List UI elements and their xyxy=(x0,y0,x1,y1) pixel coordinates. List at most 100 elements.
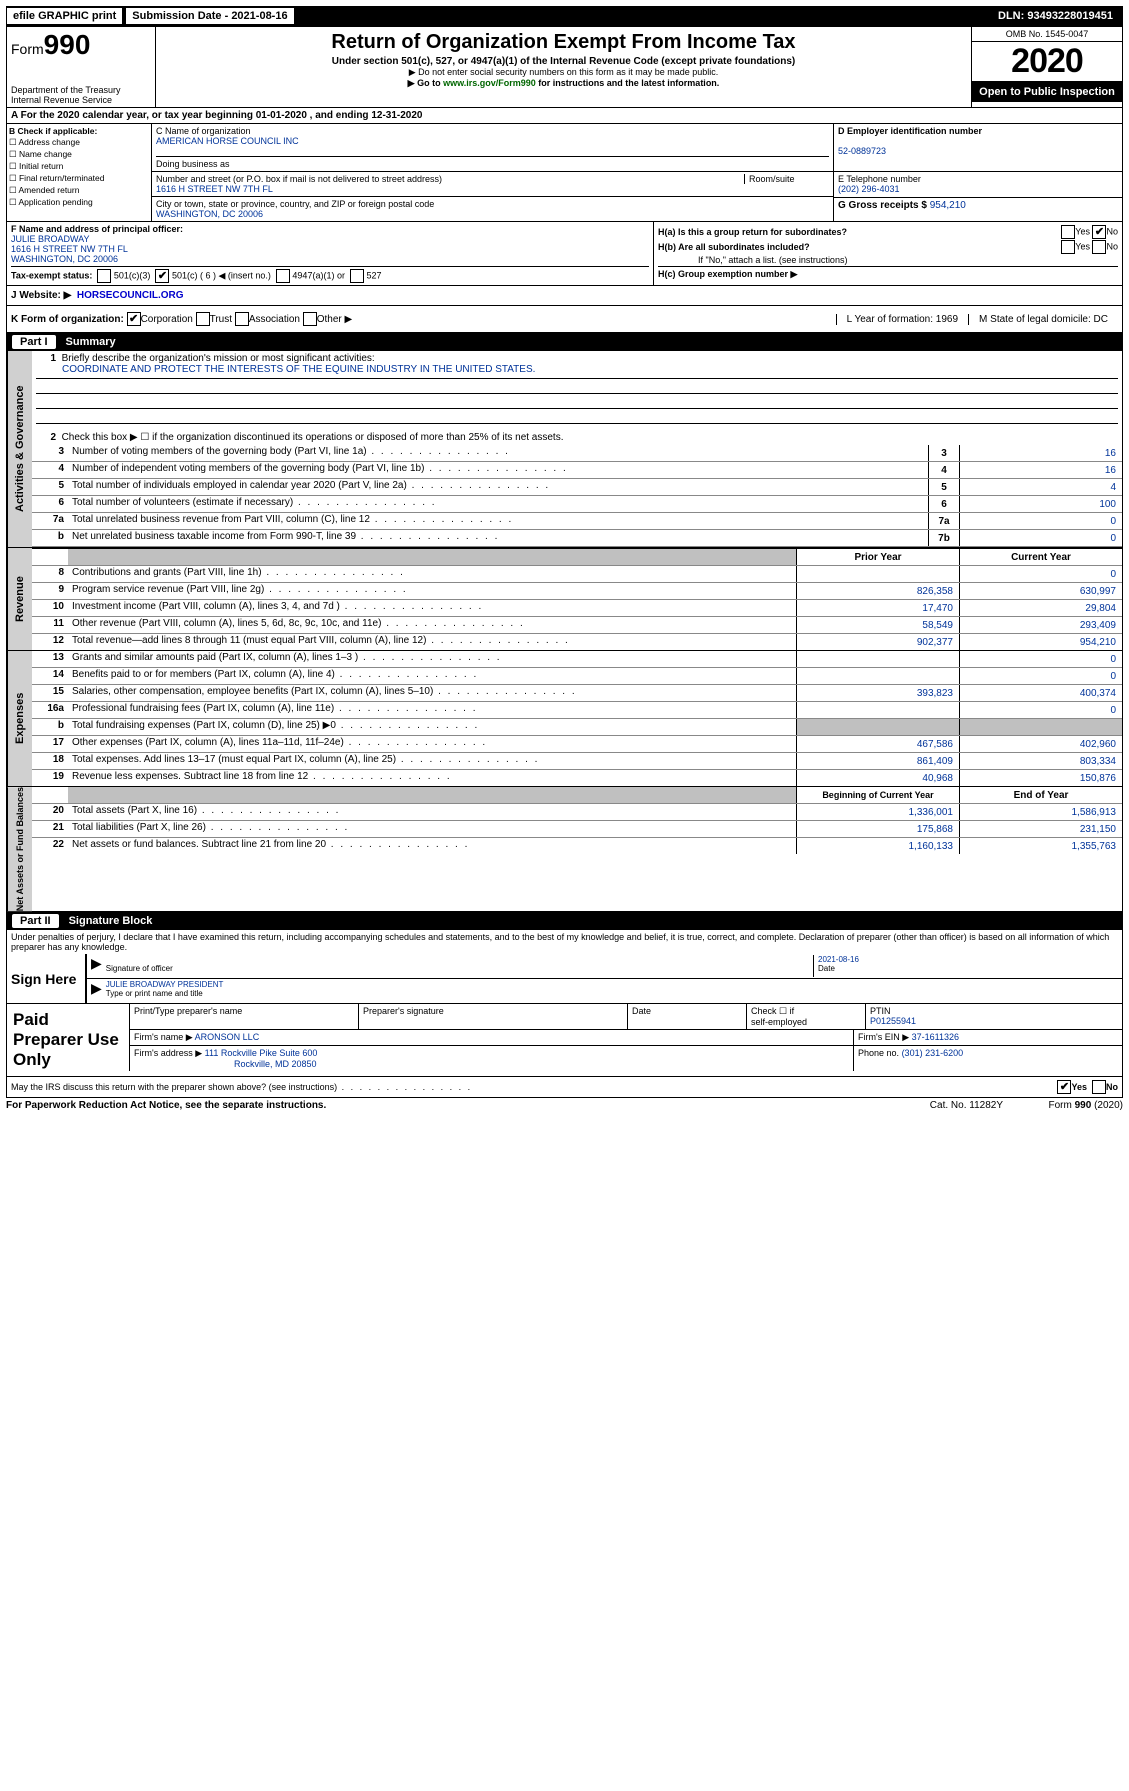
m-state-domicile: M State of legal domicile: DC xyxy=(968,314,1118,325)
firm-name-label: Firm's name ▶ xyxy=(134,1032,193,1042)
chk-corporation[interactable]: ✔ xyxy=(127,312,141,326)
part2-title: Signature Block xyxy=(69,915,153,927)
line-8: 8 Contributions and grants (Part VIII, l… xyxy=(32,566,1122,583)
chk-association[interactable] xyxy=(235,312,249,326)
hb-note: If "No," attach a list. (see instruction… xyxy=(658,255,1118,265)
line-9: 9 Program service revenue (Part VIII, li… xyxy=(32,583,1122,600)
line-12: 12 Total revenue—add lines 8 through 11 … xyxy=(32,634,1122,650)
chk-application-pending[interactable]: ☐ Application pending xyxy=(9,197,149,208)
c-name-label: C Name of organization xyxy=(156,126,251,136)
perjury-statement: Under penalties of perjury, I declare th… xyxy=(7,930,1122,954)
section-fh: F Name and address of principal officer:… xyxy=(6,222,1123,286)
form-header: Form990 Department of the Treasury Inter… xyxy=(6,26,1123,108)
city-value: WASHINGTON, DC 20006 xyxy=(156,209,263,219)
line-5: 5 Total number of individuals employed i… xyxy=(32,479,1122,496)
chk-other[interactable] xyxy=(303,312,317,326)
g-receipts-label: G Gross receipts $ xyxy=(838,200,927,211)
open-public-badge: Open to Public Inspection xyxy=(972,82,1122,102)
prior-year-header: Prior Year xyxy=(796,549,959,565)
line-10: 10 Investment income (Part VIII, column … xyxy=(32,600,1122,617)
city-label: City or town, state or province, country… xyxy=(156,199,434,209)
line-20: 20 Total assets (Part X, line 16) 1,336,… xyxy=(32,804,1122,821)
section-j: J Website: ▶ HORSECOUNCIL.ORG xyxy=(6,286,1123,306)
firm-ein-label: Firm's EIN ▶ xyxy=(858,1032,909,1042)
street-address: 1616 H STREET NW 7TH FL xyxy=(156,184,273,194)
firm-ein: 37-1611326 xyxy=(912,1032,959,1042)
firm-phone: (301) 231-6200 xyxy=(902,1048,964,1058)
goto-post: for instructions and the latest informat… xyxy=(536,78,720,88)
line-b: b Total fundraising expenses (Part IX, c… xyxy=(32,719,1122,736)
chk-initial-return[interactable]: ☐ Initial return xyxy=(9,161,149,172)
l-year-formation: L Year of formation: 1969 xyxy=(836,314,968,325)
h-ptin: PTIN xyxy=(870,1006,891,1016)
chk-527[interactable] xyxy=(350,269,364,283)
eoy-header: End of Year xyxy=(959,787,1122,803)
chk-name-change[interactable]: ☐ Name change xyxy=(9,149,149,160)
discuss-yes[interactable]: ✔ xyxy=(1057,1080,1071,1094)
footer: For Paperwork Reduction Act Notice, see … xyxy=(6,1098,1123,1113)
website-link[interactable]: HORSECOUNCIL.ORG xyxy=(77,290,184,301)
discuss-row: May the IRS discuss this return with the… xyxy=(6,1077,1123,1098)
line-6: 6 Total number of volunteers (estimate i… xyxy=(32,496,1122,513)
part2-num: Part II xyxy=(12,914,59,928)
officer-name: JULIE BROADWAY xyxy=(11,234,90,244)
discuss-question: May the IRS discuss this return with the… xyxy=(11,1082,472,1092)
line-11: 11 Other revenue (Part VIII, column (A),… xyxy=(32,617,1122,634)
h-prep-date: Date xyxy=(627,1004,746,1029)
chk-501c[interactable]: ✔ xyxy=(155,269,169,283)
instructions-link[interactable]: www.irs.gov/Form990 xyxy=(443,78,536,88)
line-19: 19 Revenue less expenses. Subtract line … xyxy=(32,770,1122,786)
ha-yes[interactable] xyxy=(1061,225,1075,239)
line-13: 13 Grants and similar amounts paid (Part… xyxy=(32,651,1122,668)
netassets-section: Net Assets or Fund Balances Beginning of… xyxy=(6,787,1123,912)
gross-receipts: 954,210 xyxy=(930,200,966,211)
f-officer-label: F Name and address of principal officer: xyxy=(11,224,183,234)
chk-4947[interactable] xyxy=(276,269,290,283)
org-name: AMERICAN HORSE COUNCIL INC xyxy=(156,136,299,146)
box-b: B Check if applicable: ☐ Address change … xyxy=(7,124,152,221)
top-bar: efile GRAPHIC print Submission Date - 20… xyxy=(6,6,1123,26)
goto-pre: ▶ Go to xyxy=(408,78,443,88)
line-15: 15 Salaries, other compensation, employe… xyxy=(32,685,1122,702)
chk-501c3[interactable] xyxy=(97,269,111,283)
hc-label: H(c) Group exemption number ▶ xyxy=(658,269,797,280)
pra-notice: For Paperwork Reduction Act Notice, see … xyxy=(6,1100,326,1111)
sign-here-label: Sign Here xyxy=(7,954,85,1003)
section-bcd: B Check if applicable: ☐ Address change … xyxy=(6,124,1123,222)
phone-label: Phone no. xyxy=(858,1048,899,1058)
chk-address-change[interactable]: ☐ Address change xyxy=(9,137,149,148)
chk-amended[interactable]: ☐ Amended return xyxy=(9,185,149,196)
line-4: 4 Number of independent voting members o… xyxy=(32,462,1122,479)
part1-header: Part I Summary xyxy=(6,333,1123,351)
omb-number: OMB No. 1545-0047 xyxy=(972,27,1122,42)
i-tax-status-label: Tax-exempt status: xyxy=(11,270,92,280)
part1-num: Part I xyxy=(12,335,56,349)
q1-mission: Briefly describe the organization's miss… xyxy=(62,353,375,364)
vtab-governance: Activities & Governance xyxy=(7,351,32,547)
ha-no[interactable]: ✔ xyxy=(1092,225,1106,239)
sig-officer-label: Signature of officer xyxy=(106,964,173,973)
vtab-expenses: Expenses xyxy=(7,651,32,786)
hb-no[interactable] xyxy=(1092,240,1106,254)
sig-date: 2021-08-16 xyxy=(818,955,859,964)
firm-addr1: 111 Rockville Pike Suite 600 xyxy=(205,1048,318,1058)
h-prep-sig: Preparer's signature xyxy=(358,1004,627,1029)
discuss-no[interactable] xyxy=(1092,1080,1106,1094)
line-18: 18 Total expenses. Add lines 13–17 (must… xyxy=(32,753,1122,770)
hb-yes[interactable] xyxy=(1061,240,1075,254)
h-prep-name: Print/Type preparer's name xyxy=(129,1004,358,1029)
chk-final-return[interactable]: ☐ Final return/terminated xyxy=(9,173,149,184)
officer-city: WASHINGTON, DC 20006 xyxy=(11,254,118,264)
part1-title: Summary xyxy=(66,336,116,348)
dba-label: Doing business as xyxy=(156,156,829,169)
k-form-org-label: K Form of organization: xyxy=(11,314,124,325)
paid-preparer-label: Paid Preparer Use Only xyxy=(7,1004,129,1076)
form-subtitle: Under section 501(c), 527, or 4947(a)(1)… xyxy=(160,56,967,67)
chk-trust[interactable] xyxy=(196,312,210,326)
officer-addr: 1616 H STREET NW 7TH FL xyxy=(11,244,128,254)
efile-graphic-label[interactable]: efile GRAPHIC print xyxy=(6,7,123,25)
section-k: K Form of organization: ✔ Corporation Tr… xyxy=(6,306,1123,333)
date-label: Date xyxy=(818,964,835,973)
cat-no: Cat. No. 11282Y xyxy=(930,1100,1003,1111)
phone-value: (202) 296-4031 xyxy=(838,184,900,194)
